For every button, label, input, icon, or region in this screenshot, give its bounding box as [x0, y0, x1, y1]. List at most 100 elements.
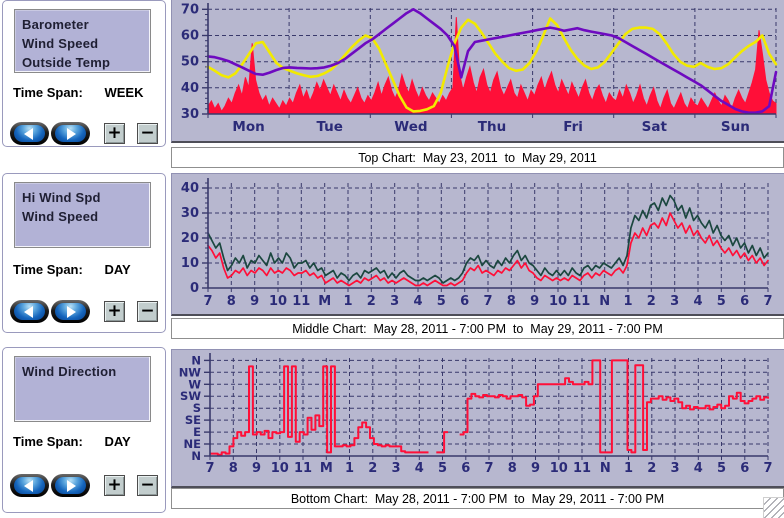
zoom-in-button[interactable]: + [104, 301, 125, 322]
x-axis-label: 8 [229, 461, 238, 476]
x-axis-label: 3 [390, 294, 399, 309]
x-axis-label: Wed [394, 119, 427, 135]
x-axis-label: 7 [203, 294, 212, 309]
zoom-in-button[interactable]: + [104, 123, 125, 144]
time-span-label: Time Span: [13, 262, 83, 277]
x-axis-label: N [599, 294, 610, 309]
series-item-wind-speed[interactable]: Wind Speed [22, 36, 99, 51]
y-axis-label: 30 [181, 206, 199, 221]
x-axis-label: 9 [531, 461, 540, 476]
forward-arrow-icon [55, 477, 86, 494]
time-span-value: DAY [104, 434, 131, 449]
middle-nav-buttons: + − [10, 300, 158, 323]
x-axis-label: M [318, 294, 331, 309]
x-axis-label: 8 [227, 294, 236, 309]
series-hi-wind-spd [207, 194, 769, 284]
x-axis-label: 4 [413, 294, 422, 309]
back-arrow-icon [14, 477, 45, 494]
x-axis-label: 9 [250, 294, 259, 309]
zoom-out-button[interactable]: − [137, 475, 158, 496]
x-axis-label: 3 [670, 294, 679, 309]
x-axis-label: 7 [763, 294, 772, 309]
x-axis-label: 7 [763, 461, 772, 476]
x-axis-label: 8 [508, 461, 517, 476]
plus-icon: + [107, 301, 122, 321]
top-chart-panel: 30 40 50 60 70 Mon Tue Wed Thu Fri Sat Sun [171, 0, 784, 143]
x-axis-label: 11 [294, 461, 312, 476]
bottom-chart-panel: N NW W SW S SE E NE N 7 8 9 10 11 M 1 2 3 4 5 6 7 8 9 10 11 N 1 2 3 4 5… [171, 349, 784, 488]
x-axis-label: 6 [740, 461, 749, 476]
bottom-chart-control-panel: Wind Direction Time Span: DAY + − [2, 347, 166, 513]
time-span-value: WEEK [104, 85, 144, 100]
x-axis-label: 1 [345, 461, 354, 476]
y-axis-label: 40 [181, 181, 199, 196]
x-axis-label: 5 [438, 461, 447, 476]
middle-series-listbox[interactable]: Hi Wind Spd Wind Speed [14, 182, 151, 248]
next-button[interactable] [51, 300, 90, 323]
y-axis-label: 70 [181, 2, 199, 17]
top-series-listbox[interactable]: Barometer Wind Speed Outside Temp [14, 9, 151, 73]
x-axis-label: 11 [292, 294, 310, 309]
top-chart-plot: 30 40 50 60 70 Mon Tue Wed Thu Fri Sat Sun [181, 2, 778, 135]
next-button[interactable] [51, 122, 90, 145]
x-axis-label: Sat [642, 119, 668, 135]
prev-button[interactable] [10, 474, 49, 497]
y-axis-label: 40 [181, 81, 199, 96]
x-axis-label: Sun [721, 119, 750, 135]
y-axis-label: 20 [181, 231, 199, 246]
x-axis-label: 3 [670, 461, 679, 476]
zoom-out-button[interactable]: − [137, 301, 158, 322]
series-barometer [206, 8, 778, 114]
resize-grip[interactable] [763, 497, 784, 518]
x-axis-label: Tue [316, 119, 343, 135]
x-axis-label: 6 [460, 294, 469, 309]
bottom-chart-caption: Bottom Chart: May 28, 2011 - 7:00 PM to … [171, 488, 784, 509]
bottom-series-listbox[interactable]: Wind Direction [14, 356, 151, 422]
x-axis-label: 4 [694, 461, 703, 476]
bottom-time-span: Time Span: DAY [13, 434, 163, 449]
zoom-out-button[interactable]: − [137, 123, 158, 144]
next-button[interactable] [51, 474, 90, 497]
x-axis-label: 5 [717, 461, 726, 476]
y-axis-label: E [193, 425, 201, 439]
y-axis-label: 50 [181, 55, 199, 70]
minus-icon: − [140, 123, 155, 143]
top-chart-caption: Top Chart: May 23, 2011 to May 29, 2011 [171, 147, 784, 168]
x-axis-label: 7 [205, 461, 214, 476]
series-item-wind-speed[interactable]: Wind Speed [22, 209, 99, 224]
x-axis-label: 5 [437, 294, 446, 309]
middle-chart-control-panel: Hi Wind Spd Wind Speed Time Span: DAY + … [2, 173, 166, 333]
x-axis-label: 4 [693, 294, 702, 309]
x-axis-label: 7 [483, 294, 492, 309]
plus-icon: + [107, 475, 122, 495]
series-item-wind-direction[interactable]: Wind Direction [22, 364, 117, 379]
series-item-outside-temp[interactable]: Outside Temp [22, 55, 111, 70]
zoom-in-button[interactable]: + [104, 475, 125, 496]
y-axis-label: W [188, 377, 201, 391]
x-axis-label: 10 [271, 461, 289, 476]
series-outside-temp [206, 17, 778, 113]
y-axis-label: SW [180, 389, 201, 403]
prev-button[interactable] [10, 300, 49, 323]
x-axis-label: 8 [507, 294, 516, 309]
minus-icon: − [140, 301, 155, 321]
series-item-barometer[interactable]: Barometer [22, 17, 89, 32]
x-axis-label: 6 [461, 461, 470, 476]
series-item-hi-wind-spd[interactable]: Hi Wind Spd [22, 190, 101, 205]
y-axis-label: N [191, 353, 201, 367]
middle-chart-panel: 0 10 20 30 40 7 8 9 10 11 M 1 2 3 4 5 6 7 8 9 10 11 N 1 2 3 4 5 6 7 [171, 173, 784, 316]
x-axis-label: 2 [368, 461, 377, 476]
series-wind-speed [207, 17, 777, 115]
y-axis-label: N [191, 449, 201, 463]
back-arrow-icon [14, 125, 45, 142]
prev-button[interactable] [10, 122, 49, 145]
x-axis-label: 2 [647, 294, 656, 309]
y-axis-label: NE [184, 437, 202, 451]
series-wind-speed [207, 212, 769, 287]
x-axis-label: 11 [572, 294, 590, 309]
forward-arrow-icon [55, 303, 86, 320]
x-axis-label: 2 [647, 461, 656, 476]
y-axis-label: 60 [181, 29, 199, 44]
x-axis-label: 1 [343, 294, 352, 309]
